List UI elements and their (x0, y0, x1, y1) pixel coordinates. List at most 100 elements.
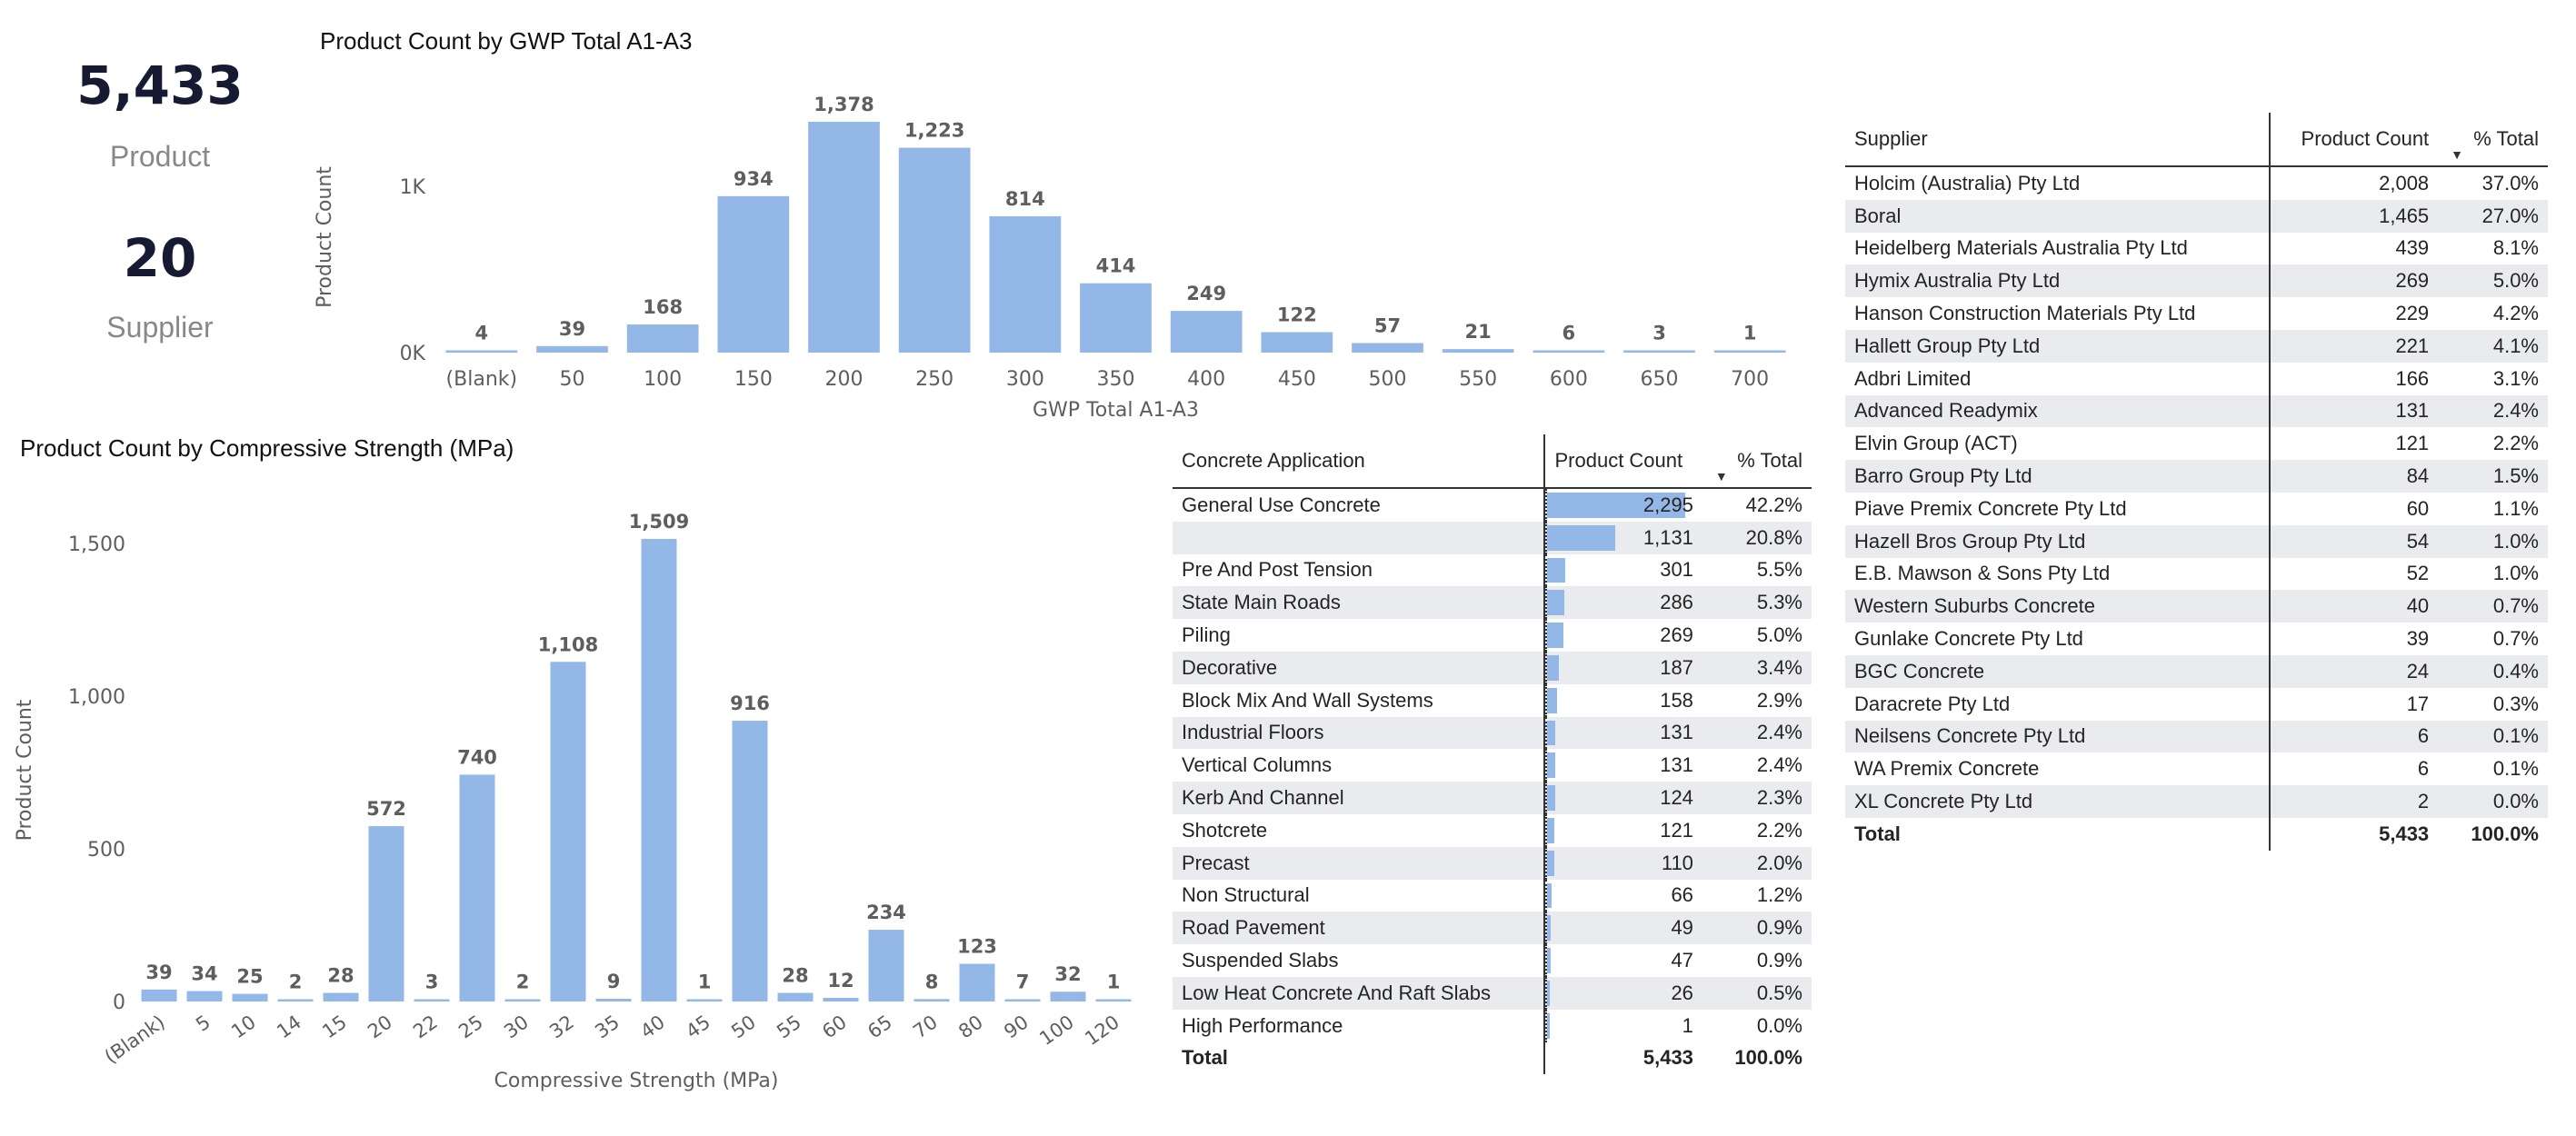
row-pct: 2.0% (1702, 846, 1812, 880)
row-count: 158 (1543, 683, 1702, 717)
table-row[interactable]: Piling 269 5.0% (1173, 619, 1812, 652)
row-pct: 2.4% (1756, 753, 1802, 777)
table-row[interactable]: Hymix Australia Pty Ltd 269 5.0% (1845, 264, 2548, 298)
table-row[interactable]: Heidelberg Materials Australia Pty Ltd 43… (1845, 232, 2548, 265)
row-pct: 1.0% (2492, 562, 2539, 585)
table-row[interactable]: Piave Premix Concrete Pty Ltd 60 1.1% (1845, 492, 2548, 525)
app-header-count[interactable]: Product Count (1543, 434, 1702, 489)
table-row[interactable]: Holcim (Australia) Pty Ltd 2,008 37.0% (1845, 166, 2548, 200)
y-tick-label: 0K (400, 343, 426, 365)
table-row[interactable]: Hanson Construction Materials Pty Ltd 229… (1845, 297, 2548, 330)
sup-header-count[interactable]: Product Count (2268, 113, 2439, 167)
row-pct: 5.0% (2438, 264, 2548, 298)
sup-header-supplier[interactable]: Supplier (1845, 113, 2270, 167)
table-row[interactable]: E.B. Mawson & Sons Pty Ltd 52 1.0% (1845, 557, 2548, 591)
row-name: E.B. Mawson & Sons Pty Ltd (1854, 562, 2111, 585)
bar-500 (1352, 343, 1423, 353)
row-count-value: 187 (1660, 655, 1693, 679)
table-row[interactable]: Low Heat Concrete And Raft Slabs 26 0.5% (1173, 976, 1812, 1010)
table-row[interactable]: Decorative 187 3.4% (1173, 651, 1812, 684)
table-row[interactable]: Non Structural 66 1.2% (1173, 879, 1812, 912)
bar-blank (141, 989, 177, 1001)
row-count-value: 6 (2417, 757, 2430, 781)
table-row[interactable]: BGC Concrete 24 0.4% (1845, 654, 2548, 688)
x-tick-label: 120 (1081, 1011, 1123, 1050)
row-count-value: 121 (2395, 432, 2430, 455)
table-row[interactable]: Block Mix And Wall Systems 158 2.9% (1173, 683, 1812, 717)
x-tick-label: 150 (734, 368, 773, 391)
table-row[interactable]: Shotcrete 121 2.2% (1173, 813, 1812, 847)
row-name: Pre And Post Tension (1182, 558, 1373, 582)
table-row[interactable]: Gunlake Concrete Pty Ltd 39 0.7% (1845, 623, 2548, 655)
table-row[interactable]: Hallett Group Pty Ltd 221 4.1% (1845, 329, 2548, 363)
bar-250 (898, 147, 971, 353)
total-row[interactable]: Total 5,433 100.0% (1845, 817, 2548, 851)
table-row[interactable]: General Use Concrete 2,295 42.2% (1173, 488, 1812, 522)
sort-descending-icon[interactable]: ▼ (1714, 469, 1728, 483)
table-row[interactable]: Kerb And Channel 124 2.3% (1173, 782, 1812, 814)
data-label: 740 (457, 746, 497, 768)
sort-descending-icon[interactable]: ▼ (2451, 147, 2464, 162)
row-count: 5,433 (1543, 1041, 1702, 1075)
x-tick-label: 35 (591, 1011, 624, 1042)
table-row[interactable]: Vertical Columns 131 2.4% (1173, 749, 1812, 782)
row-pct: 20.8% (1702, 521, 1812, 554)
app-header-pct[interactable]: % Total ▼ (1702, 434, 1812, 489)
table-row[interactable]: 1,131 20.8% (1173, 521, 1812, 554)
axis-line (1545, 716, 1548, 750)
row-count: 24 (2268, 654, 2439, 688)
table-row[interactable]: State Main Roads 286 5.3% (1173, 586, 1812, 620)
bar-10 (232, 993, 268, 1001)
x-tick-label: 10 (227, 1011, 260, 1042)
row-count-value: 40 (2406, 594, 2430, 618)
table-row[interactable]: Industrial Floors 131 2.4% (1173, 716, 1812, 750)
row-name: Hymix Australia Pty Ltd (1845, 264, 2270, 298)
axis-line (1545, 521, 1548, 554)
table-row[interactable]: Precast 110 2.0% (1173, 846, 1812, 880)
table-row[interactable]: Adbri Limited 166 3.1% (1845, 362, 2548, 395)
x-tick-label: 200 (825, 368, 864, 391)
y-axis-title: Product Count (314, 166, 336, 308)
table-row[interactable]: XL Concrete Pty Ltd 2 0.0% (1845, 785, 2548, 818)
data-label: 8 (925, 971, 939, 992)
data-label: 2 (516, 972, 530, 993)
row-count-value: 84 (2406, 464, 2430, 488)
app-header-application[interactable]: Concrete Application (1173, 434, 1545, 489)
table-row[interactable]: WA Premix Concrete 6 0.1% (1845, 752, 2548, 786)
table-row[interactable]: High Performance 1 0.0% (1173, 1009, 1812, 1042)
table-row[interactable]: Western Suburbs Concrete 40 0.7% (1845, 590, 2548, 623)
table-row[interactable]: Elvin Group (ACT) 121 2.2% (1845, 427, 2548, 461)
table-row[interactable]: Barro Group Pty Ltd 84 1.5% (1845, 460, 2548, 493)
table-row[interactable]: Boral 1,465 27.0% (1845, 199, 2548, 233)
total-row[interactable]: Total 5,433 100.0% (1173, 1041, 1812, 1075)
table-row[interactable]: Suspended Slabs 47 0.9% (1173, 944, 1812, 977)
row-count: 301 (1543, 553, 1702, 587)
data-label: 12 (827, 970, 854, 992)
table-row[interactable]: Hazell Bros Group Pty Ltd 54 1.0% (1845, 524, 2548, 558)
row-count-value: 301 (1660, 558, 1693, 582)
row-pct: 0.7% (2492, 627, 2539, 651)
table-row[interactable]: Neilsens Concrete Pty Ltd 6 0.1% (1845, 720, 2548, 753)
table-row[interactable]: Road Pavement 49 0.9% (1173, 912, 1812, 945)
row-count: 5,433 (2268, 817, 2439, 851)
row-count-value: 269 (1660, 623, 1693, 647)
row-name: Piling (1182, 623, 1231, 647)
x-tick-label: 250 (915, 368, 954, 391)
data-label: 122 (1277, 304, 1317, 326)
axis-line (1545, 586, 1548, 620)
row-count-value: 110 (1661, 851, 1693, 874)
table-row[interactable]: Advanced Readymix 131 2.4% (1845, 394, 2548, 428)
row-count: 17 (2268, 687, 2439, 721)
data-bar (1547, 623, 1564, 648)
row-pct: 2.2% (2492, 432, 2539, 455)
bar-20 (368, 826, 404, 1001)
sup-header-pct[interactable]: % Total ▼ (2438, 113, 2548, 167)
axis-line (1545, 749, 1548, 782)
x-tick-label: 40 (636, 1011, 669, 1042)
row-pct: 100.0% (2471, 822, 2539, 845)
table-row[interactable]: Daracrete Pty Ltd 17 0.3% (1845, 687, 2548, 721)
x-tick-label: 300 (1006, 368, 1044, 391)
data-bar (1547, 524, 1616, 551)
table-row[interactable]: Pre And Post Tension 301 5.5% (1173, 553, 1812, 587)
row-name: Decorative (1173, 651, 1545, 684)
